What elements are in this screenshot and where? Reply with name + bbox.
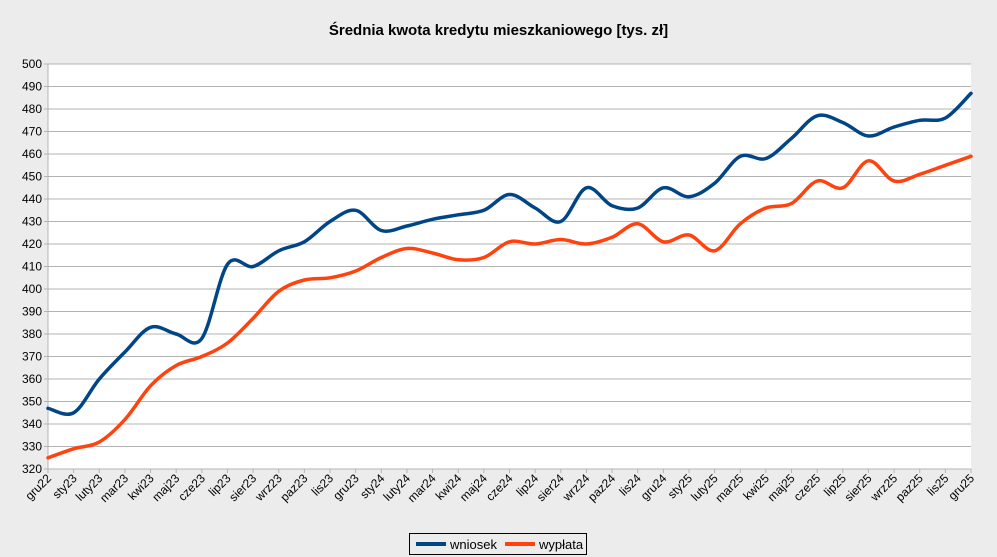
- y-tick-label-370: 370: [22, 350, 42, 364]
- x-tick-label-maj23: maj23: [149, 471, 182, 504]
- x-tick-label-gru24: gru24: [638, 471, 670, 503]
- x-tick-label-gru25: gru25: [946, 471, 978, 503]
- x-tick-label-paz24: paz24: [585, 471, 618, 504]
- legend-swatch-wyplata: [504, 542, 535, 546]
- x-tick-label-mar25: mar25: [712, 471, 746, 505]
- x-tick-label-sier24: sier24: [534, 471, 567, 504]
- legend-label-wniosek: wniosek: [450, 536, 497, 552]
- y-tick-label-320: 320: [22, 462, 42, 476]
- y-tick-label-430: 430: [22, 215, 42, 229]
- chart-title: Średnia kwota kredytu mieszkaniowego [ty…: [328, 22, 669, 39]
- y-tick-label-350: 350: [22, 395, 42, 409]
- x-tick-label-maj25: maj25: [765, 471, 798, 504]
- y-tick-label-330: 330: [22, 440, 42, 454]
- y-tick-label-470: 470: [22, 125, 42, 139]
- y-tick-label-400: 400: [22, 282, 42, 296]
- y-tick-label-460: 460: [22, 147, 42, 161]
- x-tick-label-sier25: sier25: [842, 471, 875, 504]
- x-tick-label-paz23: paz23: [277, 471, 310, 504]
- y-tick-label-380: 380: [22, 327, 42, 341]
- x-tick-label-wrz24: wrz24: [559, 471, 592, 504]
- x-tick-label-maj24: maj24: [457, 471, 490, 504]
- legend-swatch-wniosek: [416, 542, 446, 546]
- y-tick-label-490: 490: [22, 80, 42, 94]
- x-tick-label-gru23: gru23: [330, 471, 362, 503]
- x-tick-label-wrz23: wrz23: [252, 471, 285, 504]
- x-tick-label-cze25: cze25: [791, 471, 824, 504]
- x-tick-label-paz25: paz25: [893, 471, 926, 504]
- series-line-wniosek: [46, 91, 973, 416]
- series-line-wyplata: [46, 154, 973, 460]
- legend-item-wyplata: wypłata: [504, 536, 584, 552]
- y-tick-label-360: 360: [22, 372, 42, 386]
- legend: wniosek wypłata: [409, 533, 587, 555]
- x-tick-label-cze23: cze23: [175, 471, 208, 504]
- x-tick-label-mar23: mar23: [97, 471, 131, 505]
- y-tick-label-410: 410: [22, 260, 42, 274]
- y-tick-label-340: 340: [22, 417, 42, 431]
- y-tick-label-500: 500: [22, 57, 42, 71]
- y-tick-label-480: 480: [22, 102, 42, 116]
- y-tick-label-390: 390: [22, 305, 42, 319]
- x-tick-label-mar24: mar24: [405, 471, 439, 505]
- y-tick-label-420: 420: [22, 237, 42, 251]
- x-tick-label-sier23: sier23: [226, 471, 259, 504]
- legend-item-wniosek: wniosek: [416, 537, 497, 552]
- x-tick-label-wrz25: wrz25: [867, 471, 900, 504]
- legend-label-wyplata: wypłata: [538, 536, 584, 552]
- y-tick-label-450: 450: [22, 170, 42, 184]
- y-tick-label-440: 440: [22, 192, 42, 206]
- x-tick-label-cze24: cze24: [483, 471, 516, 504]
